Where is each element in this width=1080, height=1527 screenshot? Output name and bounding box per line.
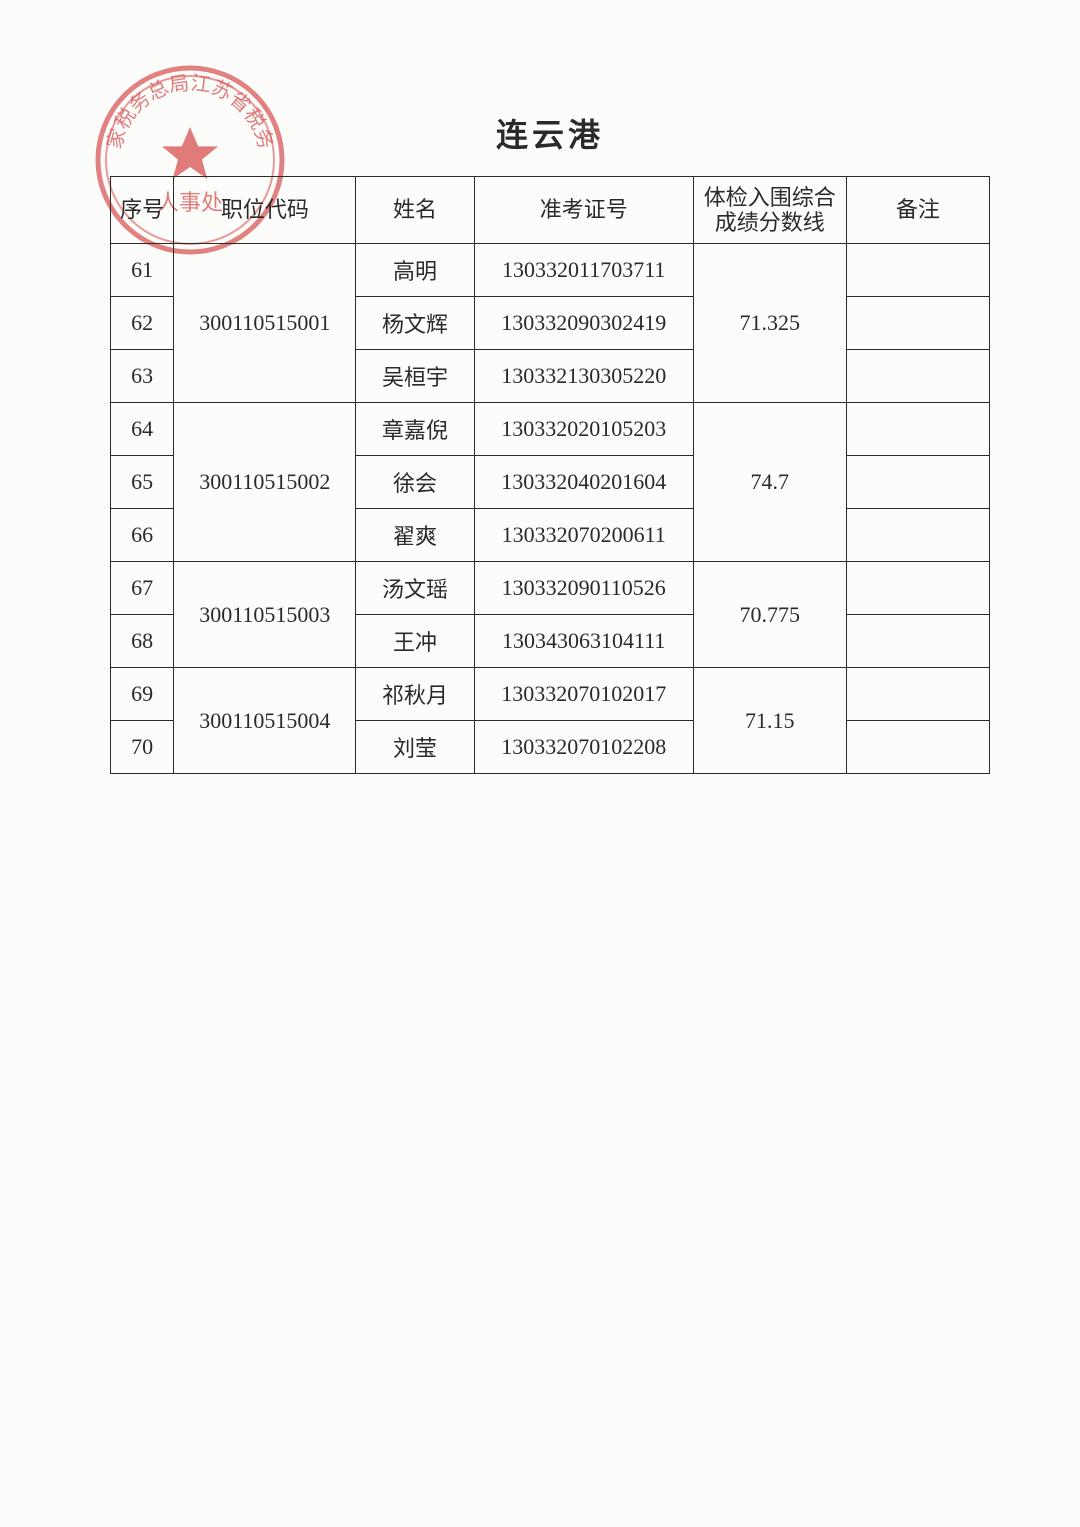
cell-seq: 67: [111, 562, 174, 615]
cell-name: 祁秋月: [356, 668, 475, 721]
cell-note: [846, 456, 989, 509]
cell-score: 71.15: [693, 668, 846, 774]
col-header-code: 职位代码: [174, 177, 356, 244]
results-table: 序号 职位代码 姓名 准考证号 体检入围综合 成绩分数线 备注 61300110…: [110, 176, 990, 774]
cell-note: [846, 403, 989, 456]
cell-name: 翟爽: [356, 509, 475, 562]
cell-code: 300110515003: [174, 562, 356, 668]
cell-exam: 130332130305220: [474, 350, 693, 403]
table-row: 64300110515002章嘉倪13033202010520374.7: [111, 403, 990, 456]
col-header-seq: 序号: [111, 177, 174, 244]
cell-name: 章嘉倪: [356, 403, 475, 456]
cell-name: 吴桓宇: [356, 350, 475, 403]
table-row: 67300110515003汤文瑶13033209011052670.775: [111, 562, 990, 615]
cell-seq: 68: [111, 615, 174, 668]
page-title: 连云港: [110, 110, 990, 156]
cell-exam: 130332090302419: [474, 297, 693, 350]
col-header-note: 备注: [846, 177, 989, 244]
cell-score: 70.775: [693, 562, 846, 668]
cell-note: [846, 350, 989, 403]
cell-note: [846, 721, 989, 774]
cell-note: [846, 562, 989, 615]
cell-name: 王冲: [356, 615, 475, 668]
cell-seq: 70: [111, 721, 174, 774]
cell-note: [846, 509, 989, 562]
cell-seq: 64: [111, 403, 174, 456]
cell-exam: 130332070200611: [474, 509, 693, 562]
cell-seq: 69: [111, 668, 174, 721]
cell-exam: 130332011703711: [474, 244, 693, 297]
cell-note: [846, 297, 989, 350]
cell-note: [846, 668, 989, 721]
cell-score: 71.325: [693, 244, 846, 403]
cell-seq: 63: [111, 350, 174, 403]
cell-exam: 130332070102017: [474, 668, 693, 721]
col-header-score-l2: 成绩分数线: [694, 210, 846, 235]
cell-name: 徐会: [356, 456, 475, 509]
col-header-score-l1: 体检入围综合: [694, 185, 846, 210]
col-header-score: 体检入围综合 成绩分数线: [693, 177, 846, 244]
col-header-exam: 准考证号: [474, 177, 693, 244]
cell-exam: 130343063104111: [474, 615, 693, 668]
cell-name: 高明: [356, 244, 475, 297]
cell-name: 杨文辉: [356, 297, 475, 350]
cell-exam: 130332070102208: [474, 721, 693, 774]
table-row: 61300110515001高明13033201170371171.325: [111, 244, 990, 297]
table-header-row: 序号 职位代码 姓名 准考证号 体检入围综合 成绩分数线 备注: [111, 177, 990, 244]
cell-seq: 66: [111, 509, 174, 562]
cell-exam: 130332040201604: [474, 456, 693, 509]
cell-name: 汤文瑶: [356, 562, 475, 615]
table-row: 69300110515004祁秋月13033207010201771.15: [111, 668, 990, 721]
cell-seq: 62: [111, 297, 174, 350]
cell-seq: 61: [111, 244, 174, 297]
cell-exam: 130332090110526: [474, 562, 693, 615]
cell-exam: 130332020105203: [474, 403, 693, 456]
cell-code: 300110515004: [174, 668, 356, 774]
cell-note: [846, 615, 989, 668]
cell-note: [846, 244, 989, 297]
cell-score: 74.7: [693, 403, 846, 562]
cell-seq: 65: [111, 456, 174, 509]
col-header-name: 姓名: [356, 177, 475, 244]
cell-code: 300110515001: [174, 244, 356, 403]
cell-code: 300110515002: [174, 403, 356, 562]
cell-name: 刘莹: [356, 721, 475, 774]
